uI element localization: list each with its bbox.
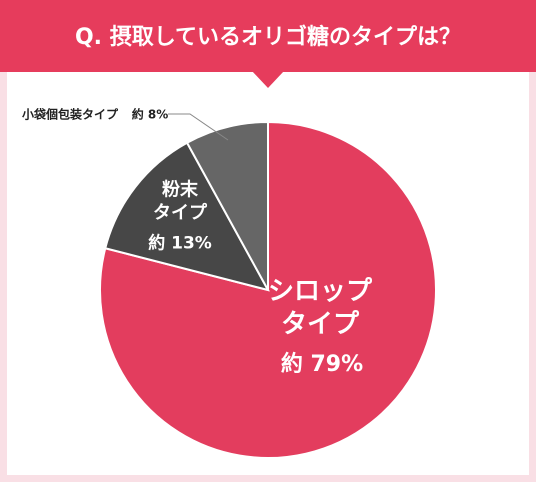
- pie-slice: [185, 120, 269, 291]
- pie-slice: [99, 120, 437, 459]
- header: [0, 0, 536, 72]
- value-label: 約 13%: [148, 233, 212, 254]
- slice-label: 粉末 タイプ: [153, 179, 207, 224]
- slice-label: 小袋個包装タイプ: [21, 107, 119, 122]
- slice-label: シロップ タイプ: [267, 276, 373, 340]
- chart-title: Q. 摂取しているオリゴ糖のタイプは？: [75, 24, 461, 50]
- value-label: 約 79%: [280, 352, 364, 377]
- pie: [99, 120, 437, 459]
- pie-slice: [104, 141, 270, 292]
- leader-line: [168, 113, 229, 141]
- header-pointer: [252, 71, 284, 88]
- value-label: 約 8%: [131, 107, 169, 122]
